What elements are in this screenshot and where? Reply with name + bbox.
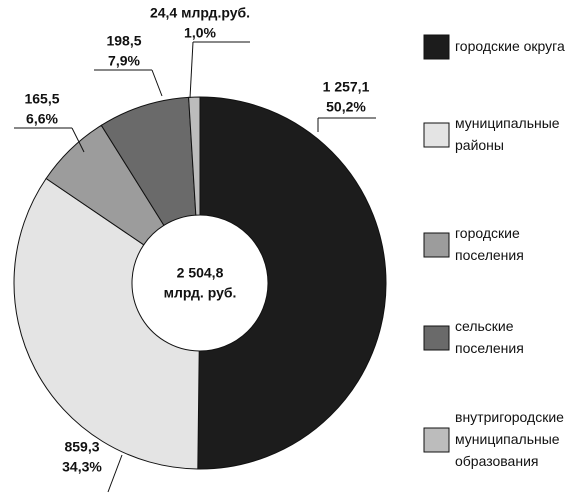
share-label: 34,3%: [62, 459, 102, 475]
slice: [197, 96, 387, 470]
leader-line: [71, 127, 85, 153]
slices: [13, 96, 387, 470]
legend-label: внутригородские муниципальные образования: [455, 409, 564, 469]
legend-label: городские поселения: [455, 225, 524, 263]
share-label: 6,6%: [26, 111, 58, 127]
value-label: 859,3: [64, 439, 99, 455]
legend-label: сельские поселения: [455, 318, 524, 356]
value-label: 24,4 млрд.руб.: [150, 5, 250, 21]
leader-line: [107, 454, 123, 493]
legend-label: муниципальные районы: [455, 115, 560, 153]
value-label: 165,5: [24, 91, 59, 107]
legend-swatch: [423, 427, 450, 453]
share-label: 50,2%: [326, 99, 366, 115]
legend-swatch: [423, 122, 450, 148]
value-label: 1 257,1: [323, 79, 370, 95]
slice: [13, 177, 200, 470]
slice: [188, 96, 201, 216]
total-unit: млрд. руб.: [164, 285, 237, 301]
legend-swatch: [423, 325, 450, 351]
leader-line: [189, 41, 194, 99]
value-label: 198,5: [106, 33, 141, 49]
legend-swatch: [423, 34, 450, 60]
leader-line: [151, 69, 163, 97]
legend-swatch: [423, 232, 450, 258]
share-label: 7,9%: [108, 53, 140, 69]
share-label: 1,0%: [184, 25, 216, 41]
legend-label: городские округа: [455, 38, 565, 54]
total-label: 2 504,8: [177, 265, 224, 281]
